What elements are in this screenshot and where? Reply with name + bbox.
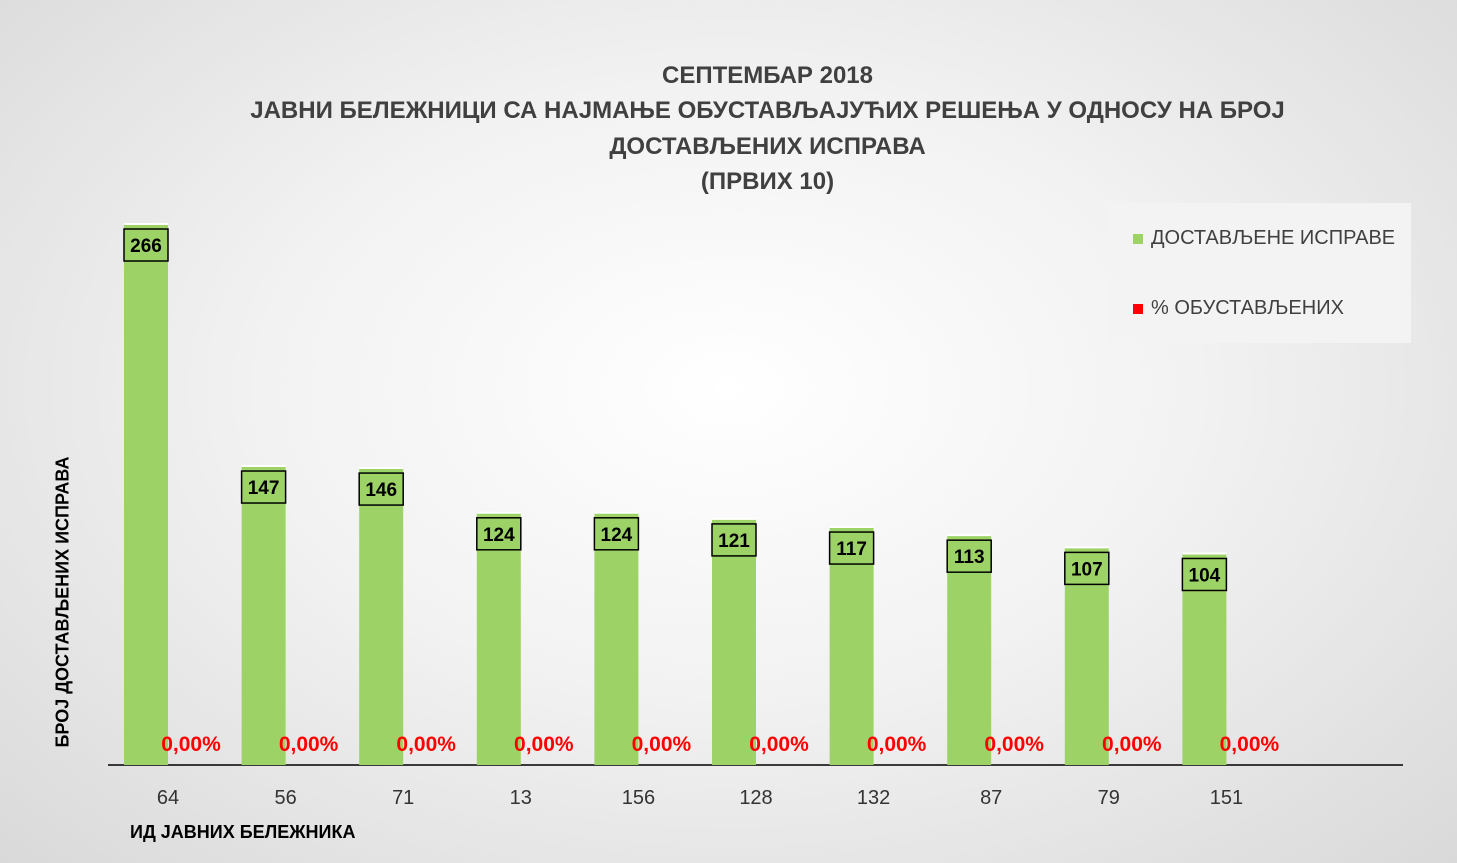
percent-label-71: 0,00% bbox=[396, 733, 456, 756]
data-label-128: 121 bbox=[718, 531, 750, 552]
title-line-2: ЈАВНИ БЕЛЕЖНИЦИ СА НАЈМАЊЕ ОБУСТАВЉАЈУЋИ… bbox=[250, 97, 1285, 124]
percent-label-151: 0,00% bbox=[1220, 733, 1280, 756]
bar-87 bbox=[947, 535, 992, 765]
x-axis-label: ИД ЈАВНИХ БЕЛЕЖНИКА bbox=[130, 822, 356, 842]
data-label-13: 124 bbox=[483, 525, 515, 546]
bar-71 bbox=[359, 468, 404, 765]
data-label-box-13 bbox=[476, 517, 522, 551]
data-label-box-128 bbox=[711, 523, 757, 557]
data-label-box-156 bbox=[593, 517, 640, 551]
x-tick-label-128: 128 bbox=[739, 787, 772, 809]
data-label-71: 146 bbox=[365, 480, 397, 501]
percent-label-79: 0,00% bbox=[1102, 733, 1162, 756]
percent-label-13: 0,00% bbox=[514, 733, 574, 756]
data-label-box-132 bbox=[828, 531, 875, 565]
data-label-132: 117 bbox=[836, 539, 867, 560]
x-tick-label-79: 79 bbox=[1098, 787, 1120, 809]
data-label-87: 113 bbox=[954, 547, 985, 568]
bar-156 bbox=[594, 512, 639, 765]
title-line-4: (ПРВИХ 10) bbox=[700, 168, 835, 195]
legend-label-delivered: ДОСТАВЉЕНЕ ИСПРАВЕ bbox=[1151, 227, 1396, 249]
data-label-box-151 bbox=[1181, 557, 1228, 592]
percent-label-64: 0,00% bbox=[161, 733, 221, 756]
x-tick-label-13: 13 bbox=[510, 787, 532, 809]
bar-13 bbox=[476, 512, 521, 765]
x-tick-label-132: 132 bbox=[857, 787, 890, 809]
x-tick-label-156: 156 bbox=[622, 787, 655, 809]
data-label-box-64 bbox=[123, 228, 169, 262]
percent-label-87: 0,00% bbox=[984, 733, 1044, 756]
data-label-156: 124 bbox=[601, 525, 633, 546]
data-label-box-87 bbox=[946, 539, 992, 573]
bar-132 bbox=[829, 527, 874, 765]
data-label-64: 266 bbox=[130, 236, 162, 257]
legend-label-percent: % ОБУСТАВЉЕНИХ bbox=[1151, 297, 1344, 319]
title-line-3: ДОСТАВЉЕНИХ ИСПРАВА bbox=[609, 133, 926, 160]
legend-item-percent: % ОБУСТАВЉЕНИХ bbox=[1133, 297, 1344, 320]
title-line-1: СЕПТЕМБАР 2018 bbox=[662, 62, 873, 89]
y-axis-label: БРОЈ ДОСТАВЉЕНИХ ИСПРАВА bbox=[52, 456, 73, 748]
legend-swatch-red bbox=[1133, 303, 1143, 314]
percent-label-128: 0,00% bbox=[749, 733, 809, 756]
data-label-box-79 bbox=[1064, 551, 1110, 586]
x-tick-label-64: 64 bbox=[157, 787, 179, 809]
percent-label-56: 0,00% bbox=[279, 733, 339, 756]
x-tick-label-151: 151 bbox=[1210, 787, 1243, 809]
percent-label-132: 0,00% bbox=[867, 733, 927, 756]
data-label-box-56 bbox=[240, 470, 287, 504]
data-label-56: 147 bbox=[248, 478, 280, 499]
legend-swatch-green bbox=[1133, 233, 1143, 244]
bar-128 bbox=[712, 518, 756, 765]
percent-label-156: 0,00% bbox=[632, 733, 692, 756]
data-label-box-71 bbox=[358, 472, 404, 506]
chart-legend: ДОСТАВЉЕНЕ ИСПРАВЕ % ОБУСТАВЉЕНИХ bbox=[1107, 203, 1411, 343]
bar-64 bbox=[124, 224, 168, 765]
bar-56 bbox=[241, 466, 286, 765]
data-label-79: 107 bbox=[1071, 559, 1103, 580]
x-tick-label-87: 87 bbox=[980, 787, 1002, 809]
legend-item-delivered: ДОСТАВЉЕНЕ ИСПРАВЕ bbox=[1133, 227, 1395, 250]
x-tick-label-71: 71 bbox=[392, 787, 414, 809]
data-label-151: 104 bbox=[1189, 565, 1221, 586]
x-tick-label-56: 56 bbox=[274, 787, 296, 809]
